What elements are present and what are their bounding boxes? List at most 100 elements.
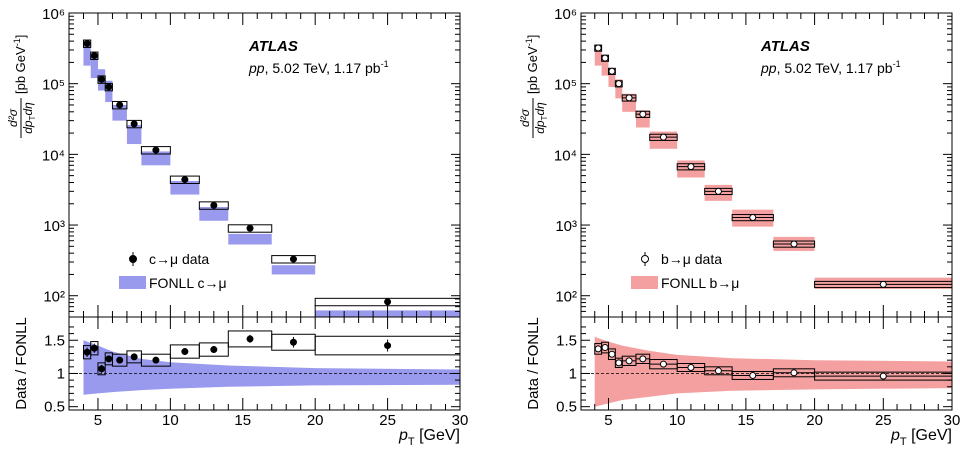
run-label-sup: -1 — [893, 59, 901, 69]
ratio-y-tick-label: 0.5 — [44, 399, 65, 416]
data-point — [83, 40, 91, 48]
theory-band — [615, 79, 623, 99]
ratio-frame — [68, 316, 461, 411]
x-tick-label: 10 — [162, 412, 179, 429]
ratio-data-point — [659, 360, 667, 368]
ratio-data-point — [90, 344, 98, 352]
x-tick-label: 20 — [806, 412, 823, 429]
ratio-syst-box — [198, 342, 229, 357]
x-tick-label: 5 — [604, 412, 612, 429]
run-label-energy: , 5.02 TeV, 1.17 pb — [265, 60, 381, 76]
ratio-frame — [580, 316, 953, 411]
theory-band — [90, 56, 98, 79]
data-point — [714, 187, 722, 195]
legend-data-marker — [129, 255, 137, 263]
y-title-unit-sup: -1 — [12, 38, 22, 46]
ratio-data-point — [790, 369, 798, 377]
y-title-unit-close: ] — [13, 35, 28, 39]
legend-theory-swatch — [119, 276, 146, 289]
ratio-y-tick-label: 1.5 — [44, 332, 65, 349]
y-title-numerator: d²σ — [6, 108, 20, 127]
ratio-data-point — [384, 342, 392, 350]
x-axis-title-sub: T — [900, 436, 907, 448]
data-point — [879, 280, 887, 288]
y-title-den-tail: dη — [533, 102, 547, 116]
run-label-sup: -1 — [381, 59, 389, 69]
run-label-pp: pp — [760, 60, 777, 76]
data-point — [130, 120, 138, 128]
x-tick-label: 25 — [875, 412, 892, 429]
x-axis-title: pT [GeV] — [890, 427, 952, 448]
ratio-data-point — [105, 355, 113, 363]
y-title-den-dp: dp — [533, 120, 547, 134]
theory-band — [271, 265, 316, 275]
data-point — [116, 101, 124, 109]
ratio-data-point — [615, 359, 623, 367]
ratio-y-title: Data / FONLL — [13, 317, 30, 410]
ratio-theory-band — [83, 340, 460, 395]
theory-band — [601, 56, 609, 76]
run-label: pp, 5.02 TeV, 1.17 pb-1 — [760, 59, 901, 76]
legend-theory-swatch — [631, 276, 658, 289]
data-point — [210, 201, 218, 209]
data-point — [98, 75, 106, 83]
run-label-pp: pp — [248, 60, 265, 76]
ratio-y-tick-label: 0.5 — [556, 399, 577, 416]
y-tick-label: 10⁶ — [42, 6, 65, 23]
ratio-data-point — [130, 353, 138, 361]
data-point — [639, 110, 647, 118]
y-tick-label: 10⁶ — [554, 6, 577, 23]
legend-data-marker — [641, 255, 649, 263]
ratio-data-point — [749, 371, 757, 379]
ratio-data-point — [83, 348, 91, 356]
x-axis-title-unit: [GeV] — [415, 427, 460, 444]
x-tick-label: 5 — [94, 412, 102, 429]
ratio-y-title: Data / FONLL — [525, 317, 542, 410]
x-tick-label: 20 — [307, 412, 324, 429]
data-point — [601, 54, 609, 62]
y-title-unit-main: [pb GeV — [13, 46, 28, 94]
legend-data-label: b→μ data — [661, 251, 722, 267]
theory-band — [594, 45, 602, 66]
x-tick-label: 15 — [234, 412, 251, 429]
ratio-data-point — [181, 348, 189, 356]
theory-band — [228, 233, 272, 245]
data-point — [615, 80, 623, 88]
data-point — [181, 176, 189, 184]
theory-band — [141, 151, 171, 166]
data-point — [384, 298, 392, 306]
x-tick-label: 25 — [379, 412, 396, 429]
theory-band — [170, 180, 200, 195]
data-point — [687, 163, 695, 171]
data-point — [608, 67, 616, 75]
run-label: pp, 5.02 TeV, 1.17 pb-1 — [248, 59, 389, 76]
y-tick-label: 10⁴ — [554, 147, 577, 164]
legend-theory-label: FONLL b→μ — [661, 275, 739, 291]
ratio-data-point — [289, 338, 297, 346]
data-point — [659, 133, 667, 141]
theory-band — [83, 44, 91, 66]
x-tick-label: 15 — [738, 412, 755, 429]
data-point — [749, 213, 757, 221]
y-title-den-sub: T — [28, 115, 37, 120]
ratio-syst-box — [90, 341, 99, 356]
x-tick-label: 10 — [669, 412, 686, 429]
data-point — [246, 224, 254, 232]
x-tick-label: 30 — [452, 412, 469, 429]
ratio-syst-box — [140, 353, 171, 367]
data-point — [90, 52, 98, 60]
ratio-data-point — [879, 372, 887, 380]
y-tick-label: 10³ — [555, 218, 577, 235]
theory-band — [608, 68, 616, 87]
y-title-denominator: dpTdη — [533, 102, 549, 134]
ratio-data-point — [594, 345, 602, 353]
data-point — [289, 255, 297, 263]
y-title-unit-close: ] — [525, 35, 540, 39]
ratio-data-point — [714, 367, 722, 375]
ratio-data-point — [601, 344, 609, 352]
data-point — [625, 94, 633, 102]
